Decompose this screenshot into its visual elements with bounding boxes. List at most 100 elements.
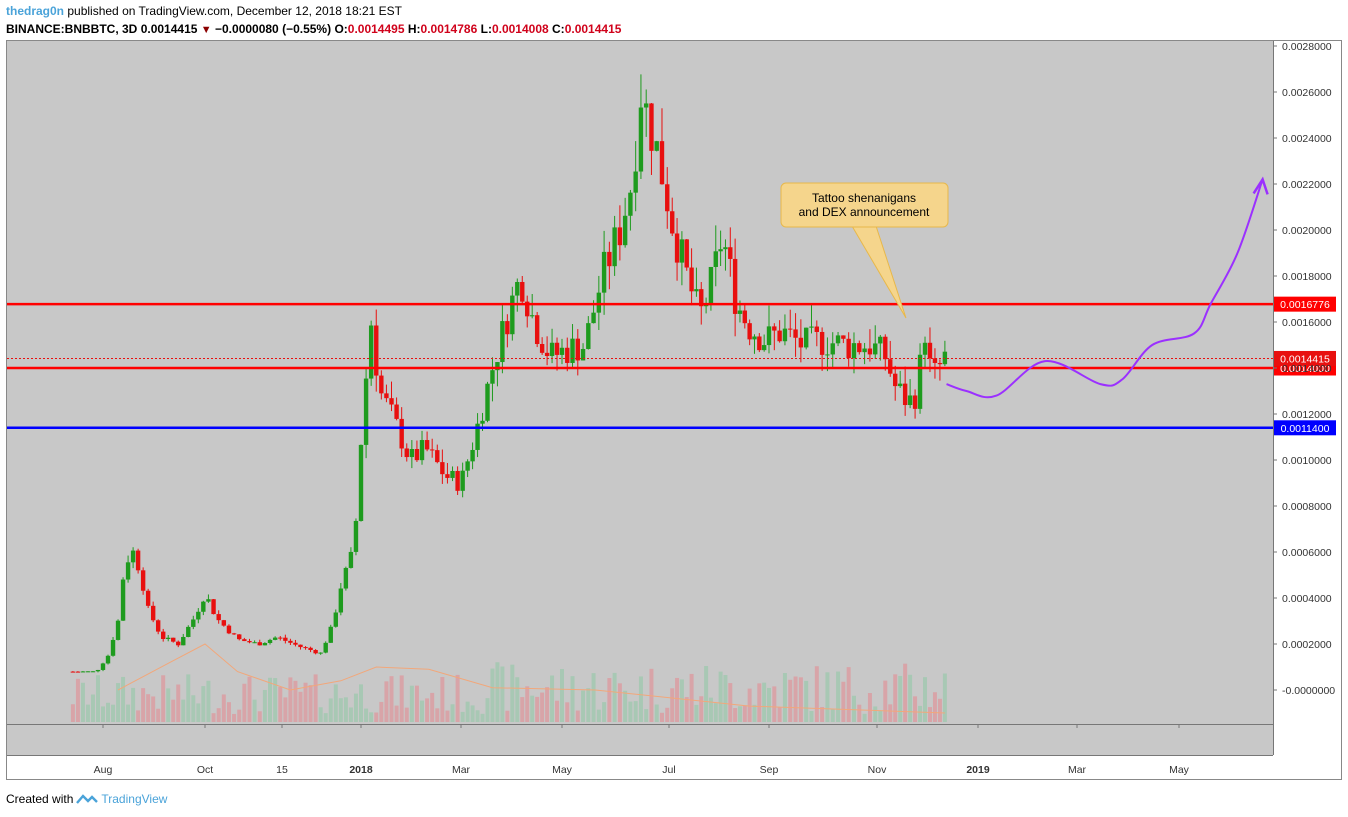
footer: Created with TradingView xyxy=(6,792,167,806)
time-tick-label: Nov xyxy=(868,764,887,776)
candle xyxy=(643,89,649,137)
volume-bar xyxy=(851,695,856,722)
volume-bar xyxy=(540,692,545,722)
candle xyxy=(338,582,344,616)
candle xyxy=(150,601,156,623)
candle xyxy=(181,633,186,646)
candle xyxy=(85,671,91,673)
candle xyxy=(674,218,680,281)
volume-bar xyxy=(348,707,353,722)
volume-bar xyxy=(857,704,862,722)
symbol-name: BINANCE:BNBBTC, 3D xyxy=(6,22,138,36)
candle xyxy=(937,359,943,381)
candle xyxy=(867,329,873,362)
candle xyxy=(135,548,141,574)
volume-bar xyxy=(475,710,480,722)
volume-bar xyxy=(883,680,888,722)
volume-bar xyxy=(201,686,206,722)
candle xyxy=(298,644,303,650)
candle xyxy=(80,670,86,673)
volume-bar xyxy=(747,688,752,722)
candle xyxy=(160,628,166,642)
candle xyxy=(120,577,126,622)
volume-bar xyxy=(226,702,231,722)
candle xyxy=(399,407,404,458)
candle xyxy=(196,608,201,624)
volume-bar xyxy=(684,697,689,722)
price-tick-label: 0.0028000 xyxy=(1282,41,1332,53)
callout-box xyxy=(780,182,949,228)
candle xyxy=(907,379,913,409)
candle xyxy=(728,227,733,277)
volume-bar xyxy=(942,673,947,722)
candle xyxy=(247,638,252,644)
volume-bar xyxy=(873,706,878,722)
candle xyxy=(570,324,575,367)
candle xyxy=(404,443,409,462)
level-price-label: 0.0011400 xyxy=(1281,423,1330,435)
candle xyxy=(242,637,247,642)
volume-bar xyxy=(505,710,510,722)
candle xyxy=(293,639,298,647)
horizontal-levels: 0.0016776 0.0014000 0.0011400 0.0014415 xyxy=(7,296,1336,436)
volume-bar xyxy=(404,707,409,722)
volume-bar xyxy=(923,677,928,722)
volume-bar xyxy=(762,682,767,722)
author-name[interactable]: thedrag0n xyxy=(6,4,65,18)
volume-bar xyxy=(141,688,146,722)
candle xyxy=(206,594,211,603)
volume-bar xyxy=(318,707,323,722)
time-axis[interactable]: Aug Oct 15 2018 Mar May Jul Sep Nov 2019 Mar May xyxy=(94,724,1190,776)
volume-bar xyxy=(638,676,643,722)
volume-bar xyxy=(278,686,283,722)
volume-bar xyxy=(777,707,782,722)
annotation-callout[interactable]: Tattoo shenanigans and DEX announcement xyxy=(780,182,949,319)
volume-bar xyxy=(623,690,628,722)
volume-bar xyxy=(814,666,819,722)
candle xyxy=(713,225,718,287)
volume-bar xyxy=(181,699,186,722)
volume-bar xyxy=(586,688,591,722)
tradingview-logo-icon[interactable] xyxy=(76,793,99,805)
candle xyxy=(505,314,510,348)
candle xyxy=(490,357,495,402)
open-label: O: xyxy=(334,22,348,36)
candle xyxy=(932,348,938,379)
candle xyxy=(231,632,237,635)
volume-bar xyxy=(273,678,278,722)
volume-bar xyxy=(80,682,85,722)
candle xyxy=(100,662,106,672)
candle xyxy=(130,547,136,569)
projection-arrow xyxy=(1252,176,1269,195)
price-chart[interactable]: 0.0016776 0.0014000 0.0011400 0.0014415 Tat… xyxy=(0,0,1348,784)
volume-bar xyxy=(825,672,830,722)
candle xyxy=(475,413,480,458)
candle xyxy=(216,610,221,624)
price-axis[interactable]: 0.0028000 0.0026000 0.0024000 0.0022000 0.00… xyxy=(1273,41,1335,697)
volume-ma-line xyxy=(117,643,945,714)
candle xyxy=(857,340,862,355)
candle xyxy=(649,102,654,175)
open-value: 0.0014495 xyxy=(347,22,405,36)
arrow-head xyxy=(1252,176,1269,195)
volume-bar xyxy=(737,706,742,722)
time-tick-label: Mar xyxy=(452,764,471,776)
candle xyxy=(622,197,628,248)
volume-bar xyxy=(131,687,136,722)
last-price: 0.0014415 xyxy=(140,22,198,36)
volume-bar xyxy=(520,697,525,722)
volume-bar xyxy=(379,701,384,722)
candle xyxy=(689,248,694,306)
tradingview-brand[interactable]: TradingView xyxy=(101,792,168,806)
candle xyxy=(348,547,354,569)
candle xyxy=(110,636,116,657)
volume-bar xyxy=(617,683,622,722)
time-scale-area[interactable] xyxy=(7,724,1273,755)
level-price-label: 0.0014000 xyxy=(1280,363,1330,375)
candle xyxy=(313,649,318,655)
volume-bar xyxy=(359,684,363,722)
candle xyxy=(927,327,933,373)
publish-line: thedrag0n published on TradingView.com, … xyxy=(6,4,402,18)
candle xyxy=(747,319,752,346)
volume-bar xyxy=(389,676,394,722)
